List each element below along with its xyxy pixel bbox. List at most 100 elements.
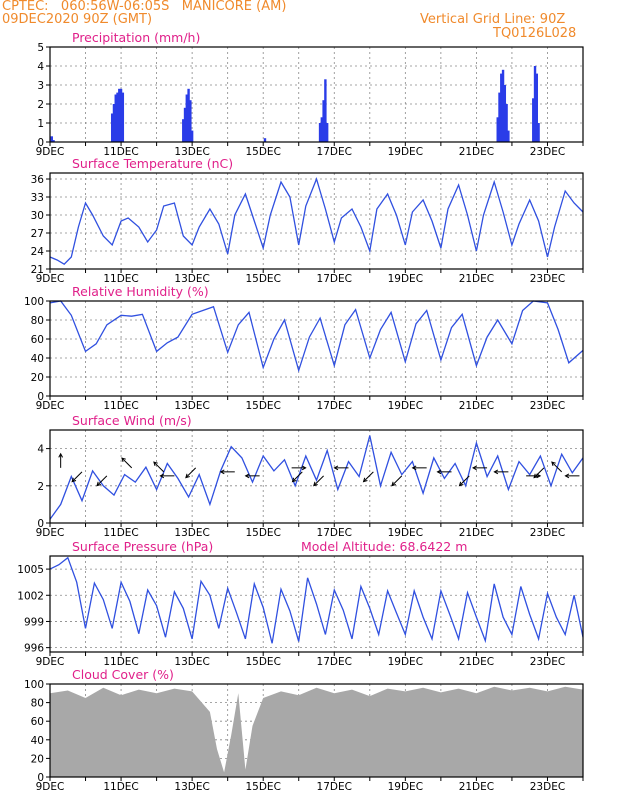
pressure-xtick-label: 9DEC xyxy=(36,656,65,668)
pressure-xtick-label: 11DEC xyxy=(103,656,138,668)
wind-arrow xyxy=(185,467,197,479)
wind-arrow xyxy=(391,475,403,487)
precip-bar xyxy=(110,113,114,142)
precip-xtick-label: 15DEC xyxy=(245,146,280,158)
precip-bar xyxy=(503,85,507,142)
cloud-ytick-label: 20 xyxy=(31,753,44,765)
cloud-xtick-label: 17DEC xyxy=(317,781,352,793)
pressure-ytick-label: 999 xyxy=(24,616,44,628)
temp-ytick-label: 33 xyxy=(31,192,44,204)
cloud-xtick-label: 23DEC xyxy=(530,781,565,793)
precip-bar xyxy=(187,88,190,142)
precip-ytick-label: 5 xyxy=(37,42,44,54)
temp-frame xyxy=(49,172,584,270)
precip-xtick-label: 19DEC xyxy=(388,146,423,158)
pressure-xtick-label: 23DEC xyxy=(530,656,565,668)
precip-bar xyxy=(119,88,123,142)
wind-arrowhead xyxy=(391,481,396,487)
temp-line xyxy=(49,177,584,266)
precip-bar xyxy=(190,130,194,142)
rh-line xyxy=(49,300,584,373)
cloud-area xyxy=(50,686,583,777)
precip-bar xyxy=(183,107,187,142)
wind-ytick-label: 2 xyxy=(37,481,44,493)
pressure-xtick-label: 13DEC xyxy=(174,656,209,668)
pressure-ytick-label: 1005 xyxy=(17,564,44,576)
precip-bar xyxy=(320,117,324,142)
rh-ytick-label: 0 xyxy=(37,391,44,403)
precip-ytick-label: 1 xyxy=(37,118,44,130)
wind-arrowhead xyxy=(291,477,297,483)
precip-bar xyxy=(324,79,327,142)
precip-panel: Precipitation (mm/h) 0 1 2 3 4 5 9DEC 11DEC 13DEC… xyxy=(36,30,584,158)
precip-bar xyxy=(318,123,322,142)
precip-bar xyxy=(500,73,503,142)
wind-xtick-label: 15DEC xyxy=(245,527,280,539)
rh-title: Relative Humidity (%) xyxy=(72,284,209,299)
header-grid-note: Vertical Grid Line: 90Z xyxy=(420,12,566,27)
wind-arrow xyxy=(313,475,324,487)
wind-xtick-label: 9DEC xyxy=(36,527,65,539)
pressure-frame xyxy=(49,555,584,653)
precip-ytick-label: 3 xyxy=(37,80,44,92)
rh-ytick-label: 60 xyxy=(31,334,44,346)
wind-arrowhead xyxy=(301,465,307,471)
wind-line xyxy=(49,435,584,520)
rh-ytick-label: 100 xyxy=(24,296,44,308)
precip-bar xyxy=(112,104,116,142)
rh-panel: Relative Humidity (%) 0 20 40 60 80 100 9DEC 11D… xyxy=(24,284,584,412)
wind-arrowhead xyxy=(96,481,102,487)
pressure-panel: Surface Pressure (hPa) Model Altitude: 68… xyxy=(17,539,584,668)
cloud-ytick-label: 80 xyxy=(31,698,44,710)
temp-ytick-label: 36 xyxy=(31,174,45,186)
pressure-line xyxy=(49,556,584,644)
temp-xtick-label: 19DEC xyxy=(388,273,423,285)
temp-ytick-label: 24 xyxy=(31,246,45,258)
precip-bar xyxy=(121,92,125,142)
precip-xtick-label: 11DEC xyxy=(103,146,138,158)
header-code: TQ0126L028 xyxy=(493,26,577,41)
wind-arrowhead xyxy=(564,473,570,479)
rh-xtick-label: 19DEC xyxy=(388,400,423,412)
precip-title: Precipitation (mm/h) xyxy=(72,30,200,45)
precip-bar xyxy=(537,123,540,142)
cloud-ytick-label: 60 xyxy=(31,716,44,728)
wind-arrowhead xyxy=(411,465,417,471)
rh-ytick-label: 80 xyxy=(31,315,44,327)
wind-arrowhead xyxy=(362,477,368,483)
cloud-title: Cloud Cover (%) xyxy=(72,667,174,682)
precip-bar xyxy=(325,123,329,142)
temp-xtick-label: 21DEC xyxy=(459,273,494,285)
precip-bar xyxy=(182,119,185,142)
wind-arrowhead xyxy=(159,473,165,479)
wind-title: Surface Wind (m/s) xyxy=(72,413,192,428)
temp-xtick-label: 15DEC xyxy=(245,273,280,285)
wind-arrowhead xyxy=(551,461,556,467)
wind-arrowhead xyxy=(472,465,477,471)
wind-arrow xyxy=(121,457,133,469)
cloud-frame xyxy=(49,683,584,778)
precip-bar xyxy=(533,66,537,142)
cloud-ytick-label: 40 xyxy=(31,735,44,747)
wind-arrowhead xyxy=(121,457,126,463)
temp-xtick-label: 23DEC xyxy=(530,273,565,285)
wind-arrowhead xyxy=(244,473,250,479)
wind-arrow xyxy=(71,471,83,483)
wind-arrowhead xyxy=(533,473,539,479)
wind-arrowhead xyxy=(436,469,442,475)
precip-bar xyxy=(116,92,119,142)
wind-arrow xyxy=(363,471,374,483)
temp-ytick-label: 30 xyxy=(31,210,44,222)
precip-bar xyxy=(507,130,510,142)
precip-bar xyxy=(535,73,539,142)
rh-ytick-label: 40 xyxy=(31,353,44,365)
precip-bar xyxy=(189,100,192,142)
precip-bar xyxy=(114,94,117,142)
temp-panel: Surface Temperature (nC) 21 24 27 30 33 36 9DEC… xyxy=(31,156,584,285)
temp-title: Surface Temperature (nC) xyxy=(72,156,233,171)
precip-bar xyxy=(52,140,55,142)
wind-arrowhead xyxy=(71,477,77,483)
precip-bar xyxy=(496,117,499,142)
header-date: 09DEC2020 90Z (GMT) xyxy=(2,12,153,27)
